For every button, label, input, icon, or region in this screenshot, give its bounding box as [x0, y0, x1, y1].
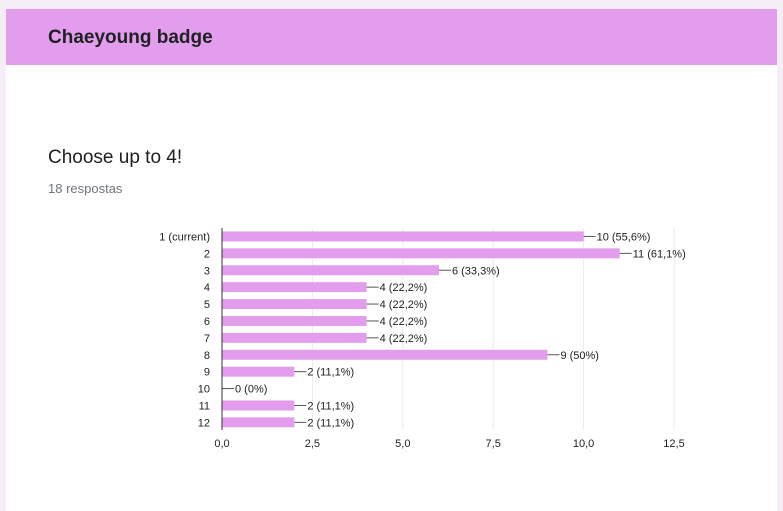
bar [222, 299, 367, 310]
x-tick-label: 0,0 [214, 438, 229, 450]
bar [222, 282, 367, 293]
response-count: 18 respostas [48, 181, 123, 196]
bar [222, 400, 295, 411]
category-label: 5 [204, 299, 210, 311]
data-label: 4 (22,2%) [380, 316, 428, 328]
category-label: 2 [204, 248, 210, 260]
x-tick-label: 12,5 [663, 438, 684, 450]
category-label: 12 [198, 417, 210, 429]
category-label: 10 [198, 384, 210, 396]
data-label: 11 (61,1%) [633, 248, 686, 260]
bar [222, 315, 367, 326]
category-label: 1 (current) [159, 231, 210, 243]
bar [222, 417, 295, 428]
category-label: 6 [204, 316, 210, 328]
category-label: 9 [204, 367, 210, 379]
bar [222, 231, 584, 242]
data-label: 2 (11,1%) [307, 400, 354, 412]
data-label: 9 (50%) [560, 350, 599, 362]
data-label: 6 (33,3%) [452, 265, 500, 277]
x-tick-label: 5,0 [395, 438, 410, 450]
question-title: Choose up to 4! [48, 147, 183, 168]
x-tick-label: 10,0 [573, 438, 594, 450]
data-label: 2 (11,1%) [307, 367, 354, 379]
form-title: Chaeyoung badge [48, 27, 213, 48]
category-label: 11 [199, 400, 210, 412]
data-label: 4 (22,2%) [380, 299, 428, 311]
form-header: Chaeyoung badge [6, 9, 777, 65]
bar-chart: 0,0 2,5 5,0 7,5 10,0 12,5 1 (current) 10 (55,6%… [159, 228, 686, 450]
data-label: 0 (0%) [235, 384, 267, 396]
bar [222, 332, 367, 343]
bar [222, 248, 620, 259]
bar [222, 349, 548, 360]
bar [222, 265, 439, 276]
category-label: 7 [204, 333, 210, 345]
data-label: 4 (22,2%) [380, 333, 428, 345]
form-response-card: Chaeyoung badge Choose up to 4! 18 respo… [6, 9, 777, 511]
data-label: 2 (11,1%) [307, 417, 354, 429]
category-label: 3 [204, 265, 210, 277]
x-tick-label: 7,5 [486, 438, 501, 450]
bar [222, 366, 295, 377]
x-tick-label: 2,5 [305, 438, 320, 450]
category-label: 4 [204, 282, 210, 294]
data-label: 4 (22,2%) [380, 282, 428, 294]
data-label: 10 (55,6%) [597, 231, 651, 243]
category-label: 8 [204, 350, 210, 362]
